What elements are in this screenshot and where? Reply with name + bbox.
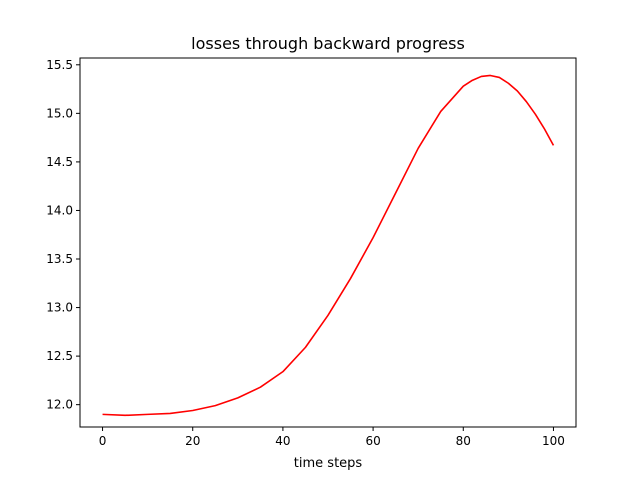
x-tick-label: 60 [365,434,380,448]
x-tick-label: 0 [99,434,107,448]
x-axis-label: time steps [294,456,363,471]
x-tick-label: 100 [542,434,565,448]
y-tick-label: 15.5 [46,58,73,72]
x-axis-ticks: 0 20 40 60 80 100 [99,427,565,448]
y-tick-label: 12.0 [46,398,73,412]
y-tick-label: 14.5 [46,155,73,169]
y-axis-ticks: 12.0 12.5 13.0 13.5 14.0 14.5 15.0 15.5 [46,58,80,412]
x-tick-label: 20 [185,434,200,448]
axes-frame [79,57,577,428]
x-tick-label: 80 [456,434,471,448]
y-tick-label: 12.5 [46,349,73,363]
x-tick-label: 40 [275,434,290,448]
plot-area [102,74,555,417]
chart-title: losses through backward progress [191,34,465,53]
y-tick-label: 13.5 [46,252,73,266]
y-tick-label: 15.0 [46,106,73,120]
y-tick-label: 13.0 [46,301,73,315]
y-tick-label: 14.0 [46,203,73,217]
series-line-0 [102,74,555,417]
